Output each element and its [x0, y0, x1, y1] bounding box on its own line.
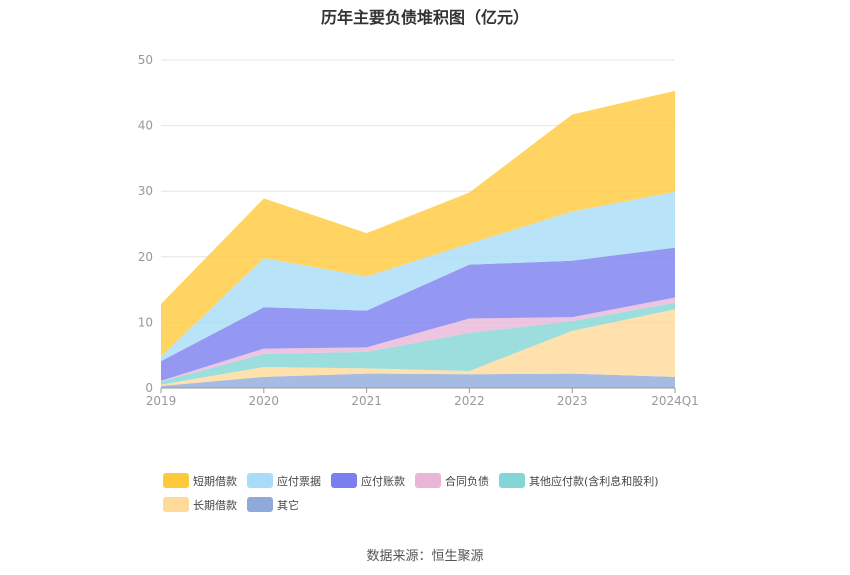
y-tick-label: 30 [138, 184, 153, 198]
legend-swatch [163, 497, 189, 512]
area-series [161, 302, 675, 385]
x-tick-label: 2019 [146, 394, 177, 408]
legend-row: 长期借款 其它 [163, 496, 723, 513]
legend-item[interactable]: 应付账款 [331, 472, 405, 489]
area-series [161, 90, 675, 357]
area-series [161, 191, 675, 362]
legend-label: 其它 [277, 498, 299, 512]
y-tick-label: 20 [138, 250, 153, 264]
legend-item[interactable]: 长期借款 [163, 496, 237, 513]
y-tick-label: 50 [138, 53, 153, 67]
legend-label: 长期借款 [193, 498, 237, 512]
y-tick-label: 40 [138, 119, 153, 133]
legend-swatch [415, 473, 441, 488]
area-series [161, 247, 675, 381]
legend-label: 合同负债 [445, 474, 489, 488]
legend-label: 应付票据 [277, 474, 321, 488]
legend-swatch [163, 473, 189, 488]
legend-row: 短期借款 应付票据 应付账款 合同负债 其他应付款(含利息和股利) [163, 472, 723, 489]
x-tick-label: 2021 [351, 394, 382, 408]
legend-label: 其他应付款(含利息和股利) [529, 474, 659, 488]
legend-item[interactable]: 合同负债 [415, 472, 489, 489]
legend-label: 应付账款 [361, 474, 405, 488]
area-series [161, 373, 675, 388]
legend-swatch [247, 473, 273, 488]
legend-swatch [499, 473, 525, 488]
legend-swatch [247, 497, 273, 512]
chart-title: 历年主要负债堆积图（亿元） [320, 8, 529, 27]
legend-item[interactable]: 应付票据 [247, 472, 321, 489]
legend-swatch [331, 473, 357, 488]
y-tick-label: 10 [138, 315, 153, 329]
x-tick-label: 2023 [557, 394, 588, 408]
legend: 短期借款 应付票据 应付账款 合同负债 其他应付款(含利息和股利) 长期借款 其它 [163, 472, 723, 520]
x-tick-label: 2022 [454, 394, 485, 408]
legend-item[interactable]: 短期借款 [163, 472, 237, 489]
data-source-note: 数据来源：恒生聚源 [366, 549, 484, 564]
legend-label: 短期借款 [193, 474, 237, 488]
axes: 0 10 20 30 40 50 2019 2020 2021 2022 2023 2024Q1 [138, 53, 699, 408]
y-tick-label: 0 [145, 381, 153, 395]
legend-item[interactable]: 其它 [247, 496, 299, 513]
legend-item[interactable]: 其他应付款(含利息和股利) [499, 472, 659, 489]
x-tick-label: 2024Q1 [651, 394, 699, 408]
stacked-areas [161, 90, 675, 388]
area-series [161, 297, 675, 382]
area-series [161, 309, 675, 387]
x-tick-label: 2020 [249, 394, 280, 408]
